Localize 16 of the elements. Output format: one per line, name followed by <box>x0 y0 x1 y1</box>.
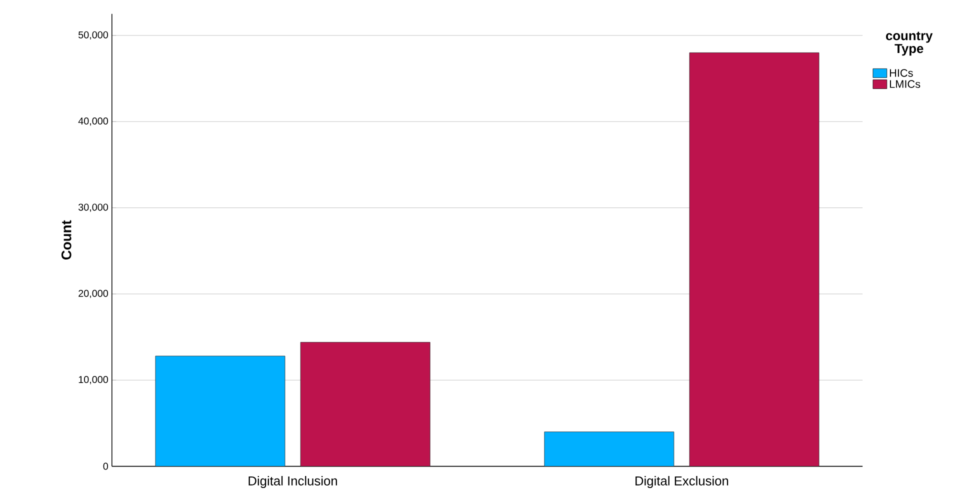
bar <box>300 342 430 466</box>
legend-title: country Type <box>886 32 933 56</box>
y-tick-label: 10,000 <box>78 376 108 384</box>
y-tick-label: 0 <box>103 462 108 470</box>
legend-label: HICs <box>890 69 913 77</box>
y-tick-label: 30,000 <box>78 204 108 212</box>
y-tick-label: 20,000 <box>78 290 108 298</box>
x-tick-label: Digital Exclusion <box>636 476 728 488</box>
y-tick-label: 50,000 <box>78 31 108 40</box>
legend-label: LMICs <box>890 80 920 88</box>
bar <box>689 52 820 466</box>
bar <box>544 432 674 466</box>
y-tick-label: 40,000 <box>78 117 108 126</box>
y-axis-title: Count <box>61 220 72 260</box>
x-tick-label: Digital Inclusion <box>248 476 337 488</box>
bar <box>155 356 286 466</box>
